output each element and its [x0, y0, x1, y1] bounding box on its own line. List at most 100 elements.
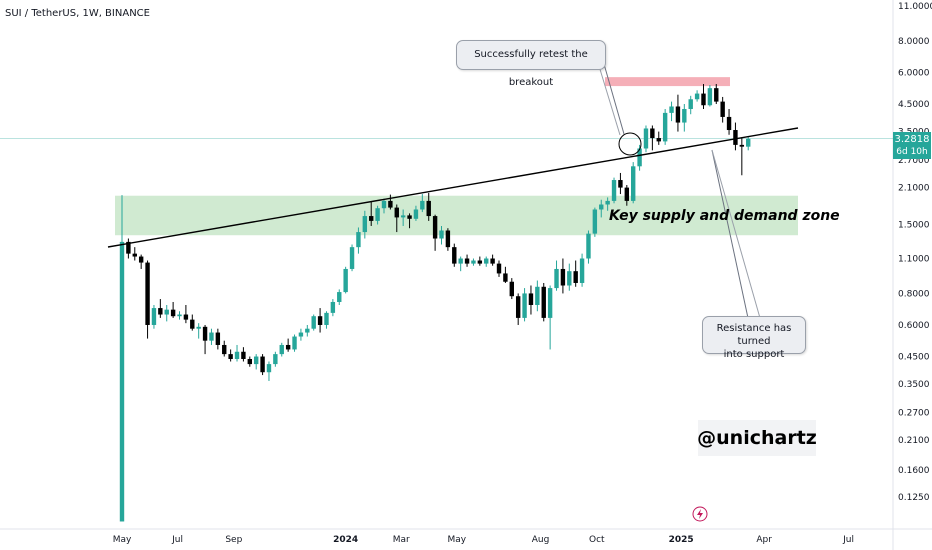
candle-body	[247, 358, 252, 365]
candle-body	[394, 207, 399, 218]
candle-body	[579, 258, 585, 283]
trendline[interactable]	[107, 127, 799, 248]
candle-body	[170, 309, 176, 317]
y-tick-label: 8.0000	[898, 37, 930, 47]
candle-body	[151, 308, 157, 325]
candle-body	[701, 93, 706, 106]
candle-body	[637, 148, 642, 167]
candle-body	[669, 106, 674, 113]
candle-body	[330, 301, 336, 313]
candle-body	[618, 180, 623, 188]
candle-body	[375, 208, 380, 221]
resistance-callout: Resistance has turned into support	[702, 316, 806, 360]
candle-body	[458, 258, 463, 264]
candle-body	[445, 230, 451, 248]
watermark: @unichartz	[697, 420, 817, 456]
candle-body	[631, 166, 636, 201]
candle-body	[522, 293, 527, 318]
y-tick-label: 2.1000	[898, 184, 930, 194]
candle-body	[400, 215, 406, 218]
candle-body	[266, 364, 272, 373]
candle-body	[496, 263, 502, 274]
candle-body	[509, 281, 514, 297]
candle-body	[573, 271, 578, 283]
candle-body	[202, 326, 208, 341]
candle-body	[484, 258, 489, 264]
candle-body	[726, 116, 732, 131]
candle-body	[714, 88, 719, 102]
candle-body	[413, 209, 419, 219]
candle-body	[158, 308, 163, 315]
y-tick-label: 4.5000	[898, 100, 930, 110]
resistance-pointer	[711, 149, 761, 319]
candle-body	[688, 99, 693, 110]
x-tick-label: Oct	[589, 535, 605, 545]
candle-body	[388, 200, 393, 208]
x-tick-label: Jul	[842, 535, 854, 545]
candle-body	[407, 215, 412, 219]
candle-body	[662, 112, 668, 142]
candle-body	[420, 200, 425, 210]
candle-body	[515, 296, 521, 318]
candle-body	[605, 200, 610, 205]
event-lightning-glyph	[697, 509, 703, 519]
y-tick-label: 1.1000	[898, 255, 930, 265]
resistance-zone	[605, 77, 730, 87]
candle-body	[739, 144, 745, 147]
x-tick-label: Apr	[756, 535, 772, 545]
x-tick-label: 2024	[333, 535, 358, 545]
candle-body	[528, 293, 534, 305]
candle-body	[567, 271, 572, 286]
candle-body	[273, 354, 278, 365]
candle-body	[650, 128, 655, 139]
candle-body	[356, 232, 361, 248]
candle-body	[694, 93, 700, 100]
candle-body	[183, 314, 189, 320]
candle-body	[228, 354, 233, 359]
retest-callout-text: Successfully retest the breakout	[474, 49, 588, 88]
candle-countdown: 6d 10h	[896, 147, 928, 157]
candle-body	[381, 200, 387, 209]
x-tick-label: Aug	[532, 535, 550, 545]
candle-body	[611, 180, 617, 201]
candle-body	[298, 332, 304, 337]
supply-demand-zone	[115, 195, 798, 236]
last-price-value: 3.2818	[894, 134, 930, 145]
retest-circle	[618, 132, 642, 156]
candle-body	[554, 268, 559, 289]
candle-body	[477, 260, 483, 264]
candle-body	[260, 356, 265, 373]
candle-body	[196, 326, 201, 329]
x-tick-label: May	[113, 535, 132, 545]
candle-body	[369, 216, 374, 221]
candle-body	[209, 332, 214, 341]
candle-body	[311, 316, 316, 329]
candle-body	[592, 209, 598, 234]
candle-body	[362, 216, 368, 233]
y-tick-label: 1.5000	[898, 220, 930, 230]
candle-body	[253, 356, 259, 365]
candle-body	[292, 336, 297, 350]
candle-body	[733, 130, 738, 145]
y-tick-label: 2.7000	[898, 156, 930, 166]
candle-body	[279, 344, 284, 355]
candle-body	[285, 344, 291, 350]
candle-body	[234, 351, 240, 359]
y-tick-label: 0.2700	[898, 409, 930, 419]
candle-body	[177, 314, 182, 317]
candle-body	[241, 351, 246, 359]
candle-body	[164, 309, 169, 315]
y-tick-label: 0.1600	[898, 466, 930, 476]
y-tick-label: 11.0000	[898, 2, 932, 12]
candle-body	[599, 204, 604, 210]
candle-body	[439, 230, 444, 239]
candle-body	[471, 260, 476, 264]
candle-body	[432, 216, 438, 239]
x-tick-label: Jul	[171, 535, 183, 545]
candle-body	[132, 253, 137, 257]
candle-body	[707, 88, 713, 106]
candle-body	[222, 344, 227, 355]
candle-body	[215, 332, 221, 345]
